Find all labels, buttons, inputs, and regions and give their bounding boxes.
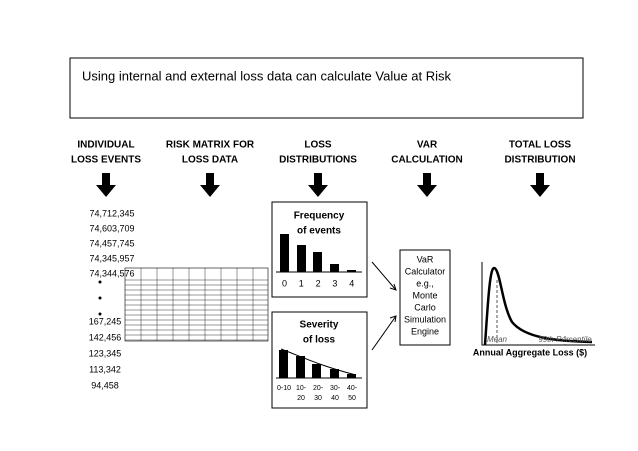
axis-label: Annual Aggregate Loss ($) <box>473 347 587 357</box>
bar <box>297 245 306 272</box>
loss-event: 123,345 <box>89 348 122 358</box>
frequency-title: of events <box>297 226 341 237</box>
frequency-label: 3 <box>332 278 337 288</box>
var-text: Carlo <box>414 302 436 312</box>
down-arrow <box>417 173 437 197</box>
column-header: VAR <box>417 140 438 151</box>
column-header: DISTRIBUTIONS <box>279 155 357 166</box>
bar <box>280 234 289 272</box>
severity-label: 10- <box>296 385 307 392</box>
severity-label: 50 <box>348 395 356 402</box>
trend <box>280 348 357 376</box>
arrow-head <box>389 283 397 291</box>
title: Using internal and external loss data ca… <box>82 68 452 83</box>
severity-title: of loss <box>303 335 336 346</box>
bar <box>296 356 305 378</box>
loss-event: 74,345,957 <box>89 253 134 263</box>
ellipsis-dot <box>98 312 102 316</box>
var-text: VaR <box>417 254 434 264</box>
column-header: RISK MATRIX FOR <box>166 140 255 151</box>
severity-label: 0-10 <box>277 385 291 392</box>
down-arrow <box>308 173 328 197</box>
severity-title: Severity <box>300 320 339 331</box>
down-arrow <box>96 173 116 197</box>
var-text: Simulation <box>404 314 446 324</box>
bar <box>347 374 356 378</box>
var-text: Monte <box>412 290 437 300</box>
bar <box>313 252 322 272</box>
loss-event: 74,457,745 <box>89 238 134 248</box>
loss-event: 74,344,576 <box>89 268 134 278</box>
arrow <box>371 315 397 351</box>
frequency-label: 2 <box>316 278 321 288</box>
title-box <box>69 57 584 119</box>
down-arrows <box>96 173 550 197</box>
total-loss-chart <box>481 262 595 346</box>
bar <box>279 350 288 378</box>
column-header: INDIVIDUAL <box>77 140 134 151</box>
var-text: Engine <box>411 326 439 336</box>
arrow <box>371 261 397 291</box>
loss-event: 167,245 <box>89 316 122 326</box>
frequency-label: 1 <box>299 278 304 288</box>
loss-event: 142,456 <box>89 332 122 342</box>
column-header: LOSS EVENTS <box>71 155 141 166</box>
bar <box>330 264 339 272</box>
severity-label: 30- <box>330 385 341 392</box>
loss-event: 74,603,709 <box>89 223 134 233</box>
risk-matrix <box>124 267 269 342</box>
column-header: TOTAL LOSS <box>509 140 572 151</box>
loss-event: 113,342 <box>89 364 121 374</box>
severity-label: 20 <box>297 395 305 402</box>
column-header: CALCULATION <box>391 155 462 166</box>
bar <box>312 364 321 378</box>
severity-label: 40- <box>347 385 358 392</box>
down-arrow <box>200 173 220 197</box>
severity-label: 20- <box>313 385 324 392</box>
frequency-label: 4 <box>349 278 354 288</box>
loss-event: 74,712,345 <box>89 208 134 218</box>
bar <box>330 369 339 378</box>
bar <box>347 270 356 272</box>
axes <box>481 262 595 346</box>
var-text: Calculator <box>405 266 446 276</box>
mean-label: Mean <box>487 335 508 344</box>
connectors <box>371 261 397 351</box>
severity-label: 30 <box>314 395 322 402</box>
percentile-label: 99th Percentile <box>538 335 592 344</box>
loss-event: 94,458 <box>91 380 119 390</box>
ellipsis-dot <box>98 296 102 300</box>
arrow-head <box>389 315 397 323</box>
frequency-bars <box>276 234 362 273</box>
var-box <box>399 249 451 346</box>
severity-bars <box>276 348 362 379</box>
var-text: e.g., <box>416 278 434 288</box>
column-header: LOSS DATA <box>182 155 238 166</box>
frequency-title: Frequency <box>294 211 345 222</box>
curve <box>483 266 593 346</box>
down-arrow <box>530 173 550 197</box>
frequency-label: 0 <box>282 278 287 288</box>
severity-label: 40 <box>331 395 339 402</box>
column-header: DISTRIBUTION <box>504 155 575 166</box>
column-header: LOSS <box>304 140 332 151</box>
ellipsis-dot <box>98 280 102 284</box>
